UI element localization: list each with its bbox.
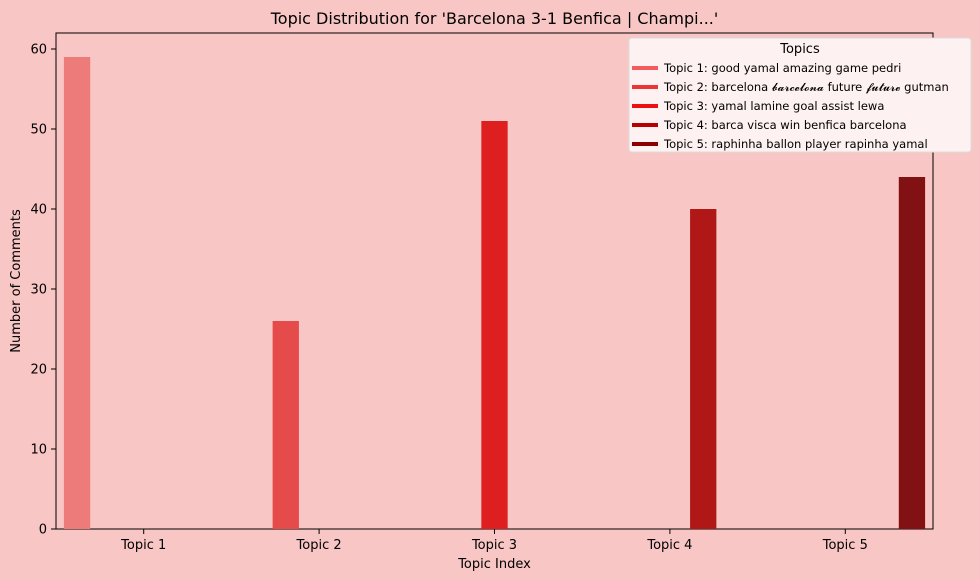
legend-entry-topic-2: Topic 2: barcelona 𝓫𝓪𝓻𝓬𝓮𝓵𝓸𝓷𝓪 future 𝓯𝓾𝓽𝓾…	[663, 80, 949, 94]
y-tick-label: 30	[30, 283, 47, 298]
legend-entry-topic-4: Topic 4: barca visca win benfica barcelo…	[663, 118, 907, 132]
y-tick-label: 10	[30, 443, 47, 458]
y-tick-label: 0	[39, 523, 47, 538]
y-tick-label: 40	[30, 203, 47, 218]
bar-topic-2	[272, 321, 299, 529]
legend-entry-topic-5: Topic 5: raphinha ballon player rapinha …	[663, 137, 928, 151]
x-axis-label: Topic Index	[457, 557, 531, 572]
x-tick-label: Topic 1	[120, 538, 166, 553]
bar-topic-3	[481, 121, 508, 529]
legend-title: Topics	[779, 42, 820, 57]
x-tick-label: Topic 2	[296, 538, 342, 553]
y-tick-label: 60	[30, 43, 47, 58]
legend-box	[628, 37, 972, 153]
bar-topic-1	[63, 57, 91, 529]
bar-topic-5	[898, 177, 926, 529]
legend-entry-topic-3: Topic 3: yamal lamine goal assist lewa	[663, 99, 884, 113]
y-axis-label: Number of Comments	[9, 209, 24, 353]
y-tick-label: 50	[30, 123, 47, 138]
x-tick-label: Topic 5	[822, 538, 868, 553]
legend-entry-topic-1: Topic 1: good yamal amazing game pedri	[663, 61, 901, 75]
x-tick-label: Topic 4	[646, 538, 692, 553]
y-tick-label: 20	[30, 363, 47, 378]
chart-title: Topic Distribution for 'Barcelona 3-1 Be…	[270, 9, 719, 28]
bar-topic-4	[690, 209, 717, 529]
x-tick-label: Topic 3	[471, 538, 517, 553]
